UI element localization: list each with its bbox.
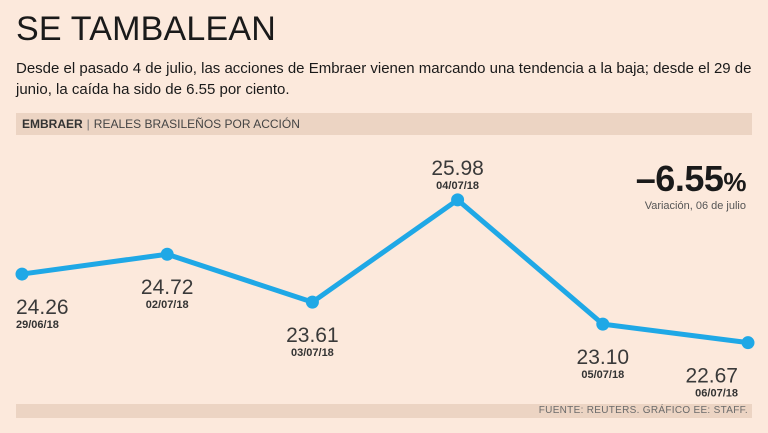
data-point: [741, 336, 755, 350]
data-point: [596, 317, 610, 331]
date-tick-label: 04/07/18: [436, 180, 479, 192]
page-subtitle: Desde el pasado 4 de julio, las acciones…: [16, 60, 752, 98]
data-value-label: 24.26: [16, 296, 69, 319]
date-tick-label: 06/07/18: [695, 388, 738, 400]
company-name: EMBRAER: [22, 117, 83, 131]
series-label-band: EMBRAER | REALES BRASILEÑOS POR ACCIÓN: [16, 113, 752, 135]
data-point: [160, 247, 174, 261]
data-value-label: 23.61: [286, 324, 339, 347]
date-tick-label: 03/07/18: [291, 347, 334, 359]
source-credit: FUENTE: REUTERS. GRÁFICO EE: STAFF.: [538, 405, 748, 416]
change-number: –6.55: [635, 158, 724, 199]
data-value-label: 22.67: [685, 365, 738, 388]
data-point: [15, 267, 29, 281]
series-line: [21, 197, 749, 346]
data-value-label: 25.98: [431, 157, 484, 180]
page-title: SE TAMBALEAN: [16, 10, 277, 48]
change-callout: –6.55% Variación, 06 de julio: [635, 158, 747, 212]
date-tick-label: 29/06/18: [16, 319, 59, 331]
band-separator: |: [86, 117, 90, 131]
data-point: [451, 193, 465, 207]
footer-band: FUENTE: REUTERS. GRÁFICO EE: STAFF.: [16, 404, 752, 418]
date-tick-label: 05/07/18: [581, 369, 624, 381]
date-tick-label: 02/07/18: [146, 299, 189, 311]
series-label: EMBRAER | REALES BRASILEÑOS POR ACCIÓN: [22, 117, 300, 131]
change-note: Variación, 06 de julio: [644, 200, 746, 212]
change-suffix: %: [723, 167, 746, 197]
change-value: –6.55%: [635, 158, 747, 200]
data-point: [305, 295, 319, 309]
data-value-label: 24.72: [141, 276, 194, 299]
unit-label: REALES BRASILEÑOS POR ACCIÓN: [93, 117, 300, 131]
data-value-label: 23.10: [577, 346, 630, 369]
